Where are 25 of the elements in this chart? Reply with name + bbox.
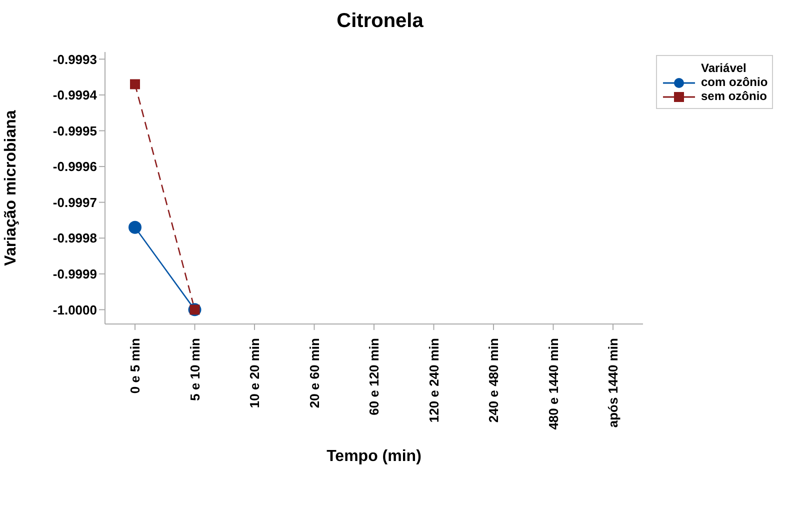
- chart-title: Citronela: [336, 10, 424, 33]
- legend-label: sem ozônio: [700, 89, 768, 103]
- y-tick-label: -0.9994: [52, 88, 98, 103]
- y-tick-label: -0.9998: [52, 230, 97, 246]
- x-tick-label: 5 e 10 min: [187, 338, 202, 401]
- y-tick-label: -0.9993: [52, 52, 97, 67]
- x-tick-label: 240 e 480 min: [486, 338, 501, 423]
- x-tick-label: 480 e 1440 min: [546, 338, 561, 430]
- x-tick-label: após 1440 min: [606, 338, 620, 428]
- y-tick-label: -0.9999: [52, 266, 97, 282]
- x-tick-label: 0 e 5 min: [128, 338, 142, 394]
- legend-title: Variável: [700, 61, 748, 75]
- y-tick-label: -0.9995: [52, 123, 97, 138]
- x-axis-title: Tempo (min): [326, 448, 422, 465]
- y-tick-label: -0.9997: [52, 194, 97, 210]
- legend-label: com ozônio: [700, 75, 768, 89]
- x-tick-label: 10 e 20 min: [247, 338, 262, 408]
- y-axis-title: Variação microbiana: [2, 110, 20, 266]
- x-tick-label: 120 e 240 min: [426, 338, 442, 423]
- y-tick-label: -0.9996: [52, 159, 97, 174]
- point: [128, 220, 142, 234]
- y-tick-label: -1.0000: [52, 302, 97, 318]
- point: [130, 79, 140, 90]
- x-tick-label: 20 e 60 min: [306, 338, 322, 408]
- x-tick-label: 60 e 120 min: [366, 338, 382, 416]
